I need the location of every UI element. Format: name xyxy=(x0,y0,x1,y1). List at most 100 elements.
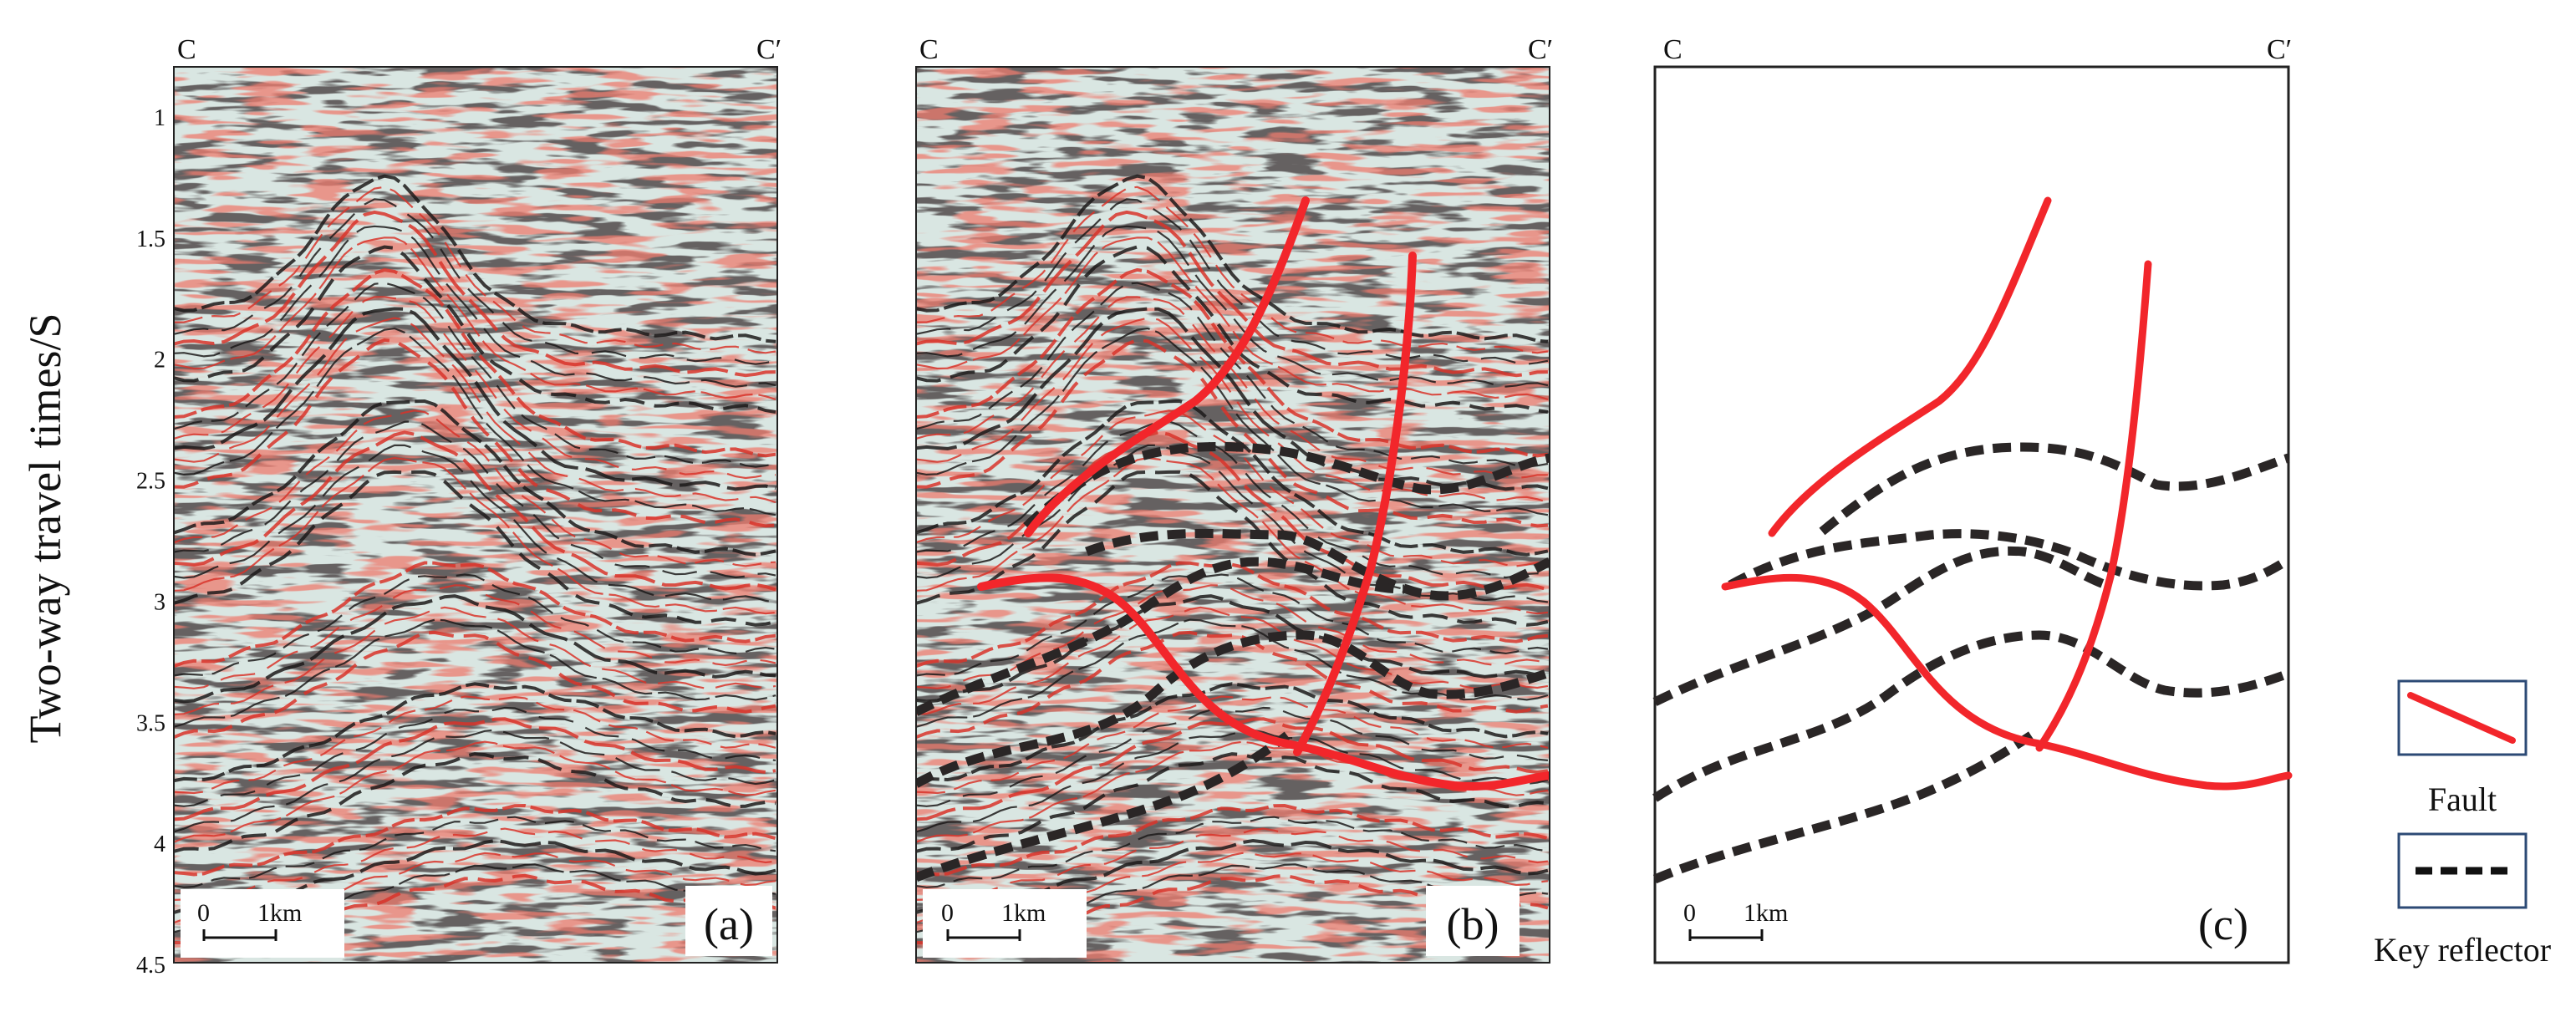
seismic-event xyxy=(174,803,776,877)
seismic-event xyxy=(174,470,776,627)
seismic-event xyxy=(174,594,776,704)
seismic-event xyxy=(916,717,1549,821)
seismic-event xyxy=(174,444,776,603)
seismic-event xyxy=(174,729,776,833)
seismic-event xyxy=(916,327,1549,516)
seismic-event xyxy=(174,717,776,821)
panel-c-fault-2 xyxy=(2035,260,2152,752)
y-axis-ticks: 1 1.5 2 2.5 3 3.5 4 4.5 xyxy=(136,105,165,979)
seismic-event xyxy=(174,682,776,783)
seismic-event xyxy=(174,327,776,516)
seismic-event xyxy=(174,338,776,528)
panel-a-scale-bar: 0 1km xyxy=(181,889,344,958)
y-tick-label: 2.5 xyxy=(136,469,165,495)
panel-b-key-reflectors xyxy=(916,441,1550,882)
legend-item-key-reflector: Key reflector xyxy=(2374,832,2551,969)
seismic-event xyxy=(174,584,776,689)
scale-bar-length: 1km xyxy=(1744,899,1788,927)
seismic-event xyxy=(916,706,1549,807)
seismic-event xyxy=(174,198,776,365)
seismic-event xyxy=(916,852,1549,924)
panel-c-fault-1 xyxy=(1768,196,2052,537)
seismic-event xyxy=(916,338,1549,528)
legend-label-key-reflector: Key reflector xyxy=(2374,931,2551,969)
seismic-event xyxy=(174,456,776,615)
y-tick-label: 4.5 xyxy=(136,953,165,979)
panel-a-left-label: C xyxy=(177,34,196,65)
panel-c-background xyxy=(1653,65,2290,964)
panel-a: C C′ (a) 0 1km xyxy=(173,34,781,964)
scale-bar-zero: 0 xyxy=(1683,899,1696,927)
panel-c-faults xyxy=(1721,196,2293,791)
seismic-event xyxy=(174,430,776,592)
seismic-event xyxy=(174,225,776,388)
panel-a-label-box xyxy=(685,886,772,956)
seismic-event xyxy=(916,245,1549,414)
seismic-event xyxy=(916,470,1549,627)
seismic-event xyxy=(174,606,776,715)
panel-c: C C′ (c) 0 1km xyxy=(1652,34,2293,964)
seismic-event xyxy=(916,606,1549,715)
y-tick-label: 3.5 xyxy=(136,710,165,736)
seismic-event xyxy=(916,430,1549,592)
seismic-event xyxy=(174,573,776,677)
seismic-event xyxy=(174,740,776,843)
seismic-event xyxy=(916,456,1549,615)
panel-b-fault-2 xyxy=(1293,252,1417,756)
seismic-event xyxy=(174,245,776,414)
seismic-event xyxy=(916,594,1549,704)
seismic-event xyxy=(916,210,1548,378)
panel-b-reflector-5 xyxy=(916,731,1291,882)
scale-bar-length: 1km xyxy=(257,899,302,927)
panel-b-fault-1 xyxy=(1024,196,1310,537)
panel-b-reflections xyxy=(916,174,1549,946)
scale-bar-zero: 0 xyxy=(941,899,954,927)
panel-b-fault-3 xyxy=(977,573,1550,791)
y-axis-title: Two-way travel times/S xyxy=(20,313,70,743)
seismic-event xyxy=(174,827,776,901)
seismic-event xyxy=(174,174,776,343)
seismic-event xyxy=(916,618,1549,728)
seismic-event xyxy=(916,267,1549,458)
panel-b-faults xyxy=(977,196,1550,791)
panel-a-label: (a) xyxy=(704,899,754,949)
seismic-event xyxy=(916,198,1549,365)
seismic-event xyxy=(174,317,776,504)
seismic-event xyxy=(916,296,1548,480)
legend-item-fault: Fault xyxy=(2397,679,2528,818)
panel-c-scale-bar: 0 1km xyxy=(1683,899,1788,941)
legend: Fault Key reflector xyxy=(2374,679,2551,969)
panel-b: C C′ (b) 0 1km xyxy=(915,34,1553,964)
seismic-event xyxy=(174,307,776,491)
panel-c-fault-3 xyxy=(1721,573,2293,791)
seismic-event xyxy=(174,816,776,888)
panel-a-right-label: C′ xyxy=(756,34,781,65)
panel-c-label: (c) xyxy=(2198,899,2248,949)
seismic-event xyxy=(916,729,1549,833)
panel-c-reflector-2 xyxy=(1728,529,2291,591)
seismic-event xyxy=(174,186,776,354)
seismic-event xyxy=(174,420,776,579)
seismic-event xyxy=(916,399,1549,557)
seismic-event xyxy=(916,186,1549,354)
seismic-event xyxy=(916,816,1549,888)
legend-label-fault: Fault xyxy=(2428,781,2497,818)
seismic-event xyxy=(916,752,1549,853)
seismic-event xyxy=(174,752,776,853)
panel-b-scale-bar: 0 1km xyxy=(923,889,1087,958)
panel-b-left-label: C xyxy=(919,34,939,65)
scale-bar-zero: 0 xyxy=(197,899,210,927)
panel-a-noise-red xyxy=(174,67,777,963)
seismic-event xyxy=(174,706,776,807)
panel-b-reflector-1 xyxy=(1023,441,1550,530)
seismic-event xyxy=(916,695,1549,795)
panel-b-label-box xyxy=(1426,886,1520,956)
seismic-event xyxy=(174,236,776,400)
seismic-event xyxy=(174,282,776,468)
panel-b-reflector-2 xyxy=(1085,528,1550,601)
seismic-event xyxy=(174,409,776,567)
panel-b-label: (b) xyxy=(1447,899,1499,949)
seismic-event xyxy=(916,630,1549,739)
y-tick-label: 1.5 xyxy=(136,226,165,252)
